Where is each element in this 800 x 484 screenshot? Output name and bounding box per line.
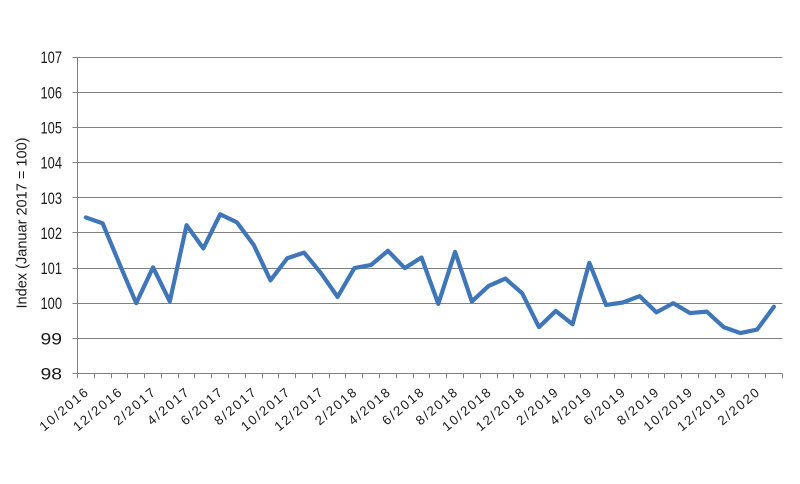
svg-text:Index (Januar 2017 = 100): Index (Januar 2017 = 100) xyxy=(14,137,31,308)
svg-text:101: 101 xyxy=(41,260,63,278)
svg-text:104: 104 xyxy=(41,155,63,173)
svg-text:100: 100 xyxy=(41,295,63,313)
svg-text:106: 106 xyxy=(41,84,63,102)
svg-text:98: 98 xyxy=(41,366,63,384)
svg-text:102: 102 xyxy=(41,225,63,243)
svg-text:105: 105 xyxy=(41,120,63,138)
svg-text:99: 99 xyxy=(41,330,63,348)
svg-text:103: 103 xyxy=(41,190,63,208)
svg-text:107: 107 xyxy=(41,49,63,67)
